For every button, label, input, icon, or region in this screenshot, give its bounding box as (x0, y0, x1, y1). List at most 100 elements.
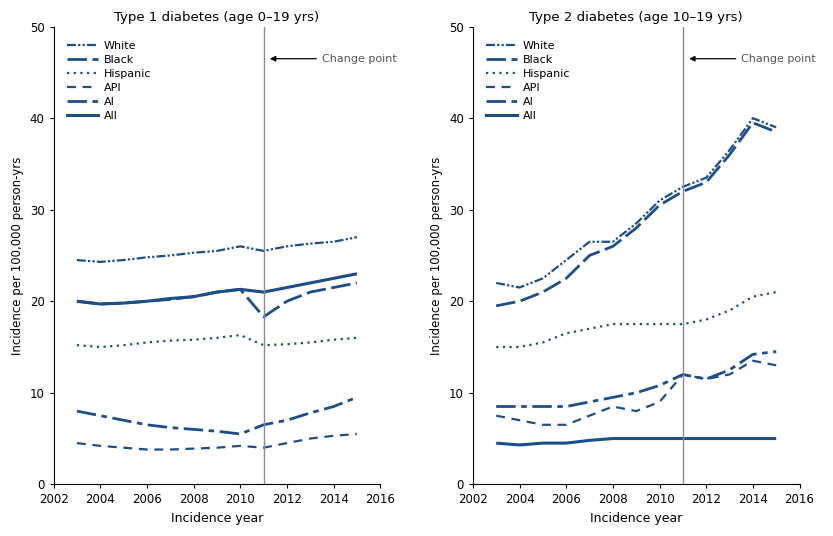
White (235, 243, 245, 250)
AI (701, 376, 711, 382)
Hispanic (282, 341, 292, 347)
API (95, 443, 105, 449)
All (491, 440, 501, 446)
Hispanic (701, 316, 711, 323)
All (725, 435, 735, 442)
API (608, 403, 618, 410)
Hispanic (165, 337, 175, 344)
White (725, 147, 735, 153)
Line: Hispanic: Hispanic (496, 292, 776, 347)
AI (95, 412, 105, 419)
All (328, 275, 338, 281)
Line: Black: Black (496, 123, 776, 306)
AI (538, 403, 548, 410)
Line: All: All (77, 274, 357, 304)
White (188, 250, 198, 256)
Line: White: White (496, 118, 776, 287)
AI (678, 371, 688, 378)
API (235, 443, 245, 449)
API (678, 371, 688, 378)
AI (561, 403, 571, 410)
Hispanic (678, 321, 688, 327)
AI (515, 403, 525, 410)
AI (142, 422, 152, 428)
All (771, 435, 781, 442)
API (282, 440, 292, 446)
Line: API: API (77, 434, 357, 450)
API (701, 376, 711, 382)
Line: AI: AI (77, 397, 357, 434)
Hispanic (608, 321, 618, 327)
Black (585, 252, 595, 259)
API (631, 408, 641, 414)
AI (771, 348, 781, 355)
Line: API: API (496, 361, 776, 425)
Legend: White, Black, Hispanic, API, AI, All: White, Black, Hispanic, API, AI, All (481, 37, 575, 125)
All (212, 289, 222, 295)
API (212, 444, 222, 451)
All (561, 440, 571, 446)
API (748, 358, 758, 364)
All (305, 280, 315, 286)
White (631, 220, 641, 227)
AI (258, 422, 268, 428)
API (515, 417, 525, 423)
White (608, 239, 618, 245)
Text: Change point: Change point (272, 54, 397, 64)
White (655, 197, 665, 204)
API (561, 422, 571, 428)
White (258, 248, 268, 254)
Black (165, 296, 175, 303)
Black (561, 275, 571, 281)
Y-axis label: Incidence per 100,000 person-yrs: Incidence per 100,000 person-yrs (431, 157, 443, 355)
White (305, 240, 315, 247)
Black (678, 188, 688, 195)
X-axis label: Incidence year: Incidence year (171, 512, 263, 525)
Hispanic (305, 339, 315, 346)
API (118, 444, 128, 451)
All (538, 440, 548, 446)
AI (118, 417, 128, 423)
All (72, 298, 82, 304)
API (188, 445, 198, 452)
Hispanic (95, 344, 105, 350)
Black (748, 120, 758, 126)
Hispanic (631, 321, 641, 327)
White (538, 275, 548, 281)
White (95, 259, 105, 265)
All (748, 435, 758, 442)
All (282, 284, 292, 291)
Black (282, 298, 292, 304)
All (188, 293, 198, 300)
Black (118, 300, 128, 306)
All (585, 437, 595, 444)
X-axis label: Incidence year: Incidence year (590, 512, 682, 525)
Hispanic (585, 325, 595, 332)
White (72, 257, 82, 263)
Black (771, 129, 781, 135)
Black (72, 298, 82, 304)
White (328, 239, 338, 245)
Legend: White, Black, Hispanic, API, AI, All: White, Black, Hispanic, API, AI, All (62, 37, 156, 125)
AI (305, 410, 315, 416)
White (491, 280, 501, 286)
API (305, 435, 315, 442)
Hispanic (258, 342, 268, 348)
Black (608, 243, 618, 250)
Title: Type 1 diabetes (age 0–19 yrs): Type 1 diabetes (age 0–19 yrs) (114, 11, 320, 24)
Black (655, 202, 665, 209)
All (95, 301, 105, 307)
White (678, 184, 688, 190)
AI (165, 425, 175, 431)
White (118, 257, 128, 263)
Line: All: All (496, 438, 776, 445)
Line: White: White (77, 237, 357, 262)
All (631, 435, 641, 442)
AI (235, 431, 245, 437)
White (165, 252, 175, 259)
API (142, 446, 152, 453)
All (118, 300, 128, 306)
API (352, 431, 362, 437)
Line: Black: Black (77, 283, 357, 317)
Black (725, 152, 735, 158)
